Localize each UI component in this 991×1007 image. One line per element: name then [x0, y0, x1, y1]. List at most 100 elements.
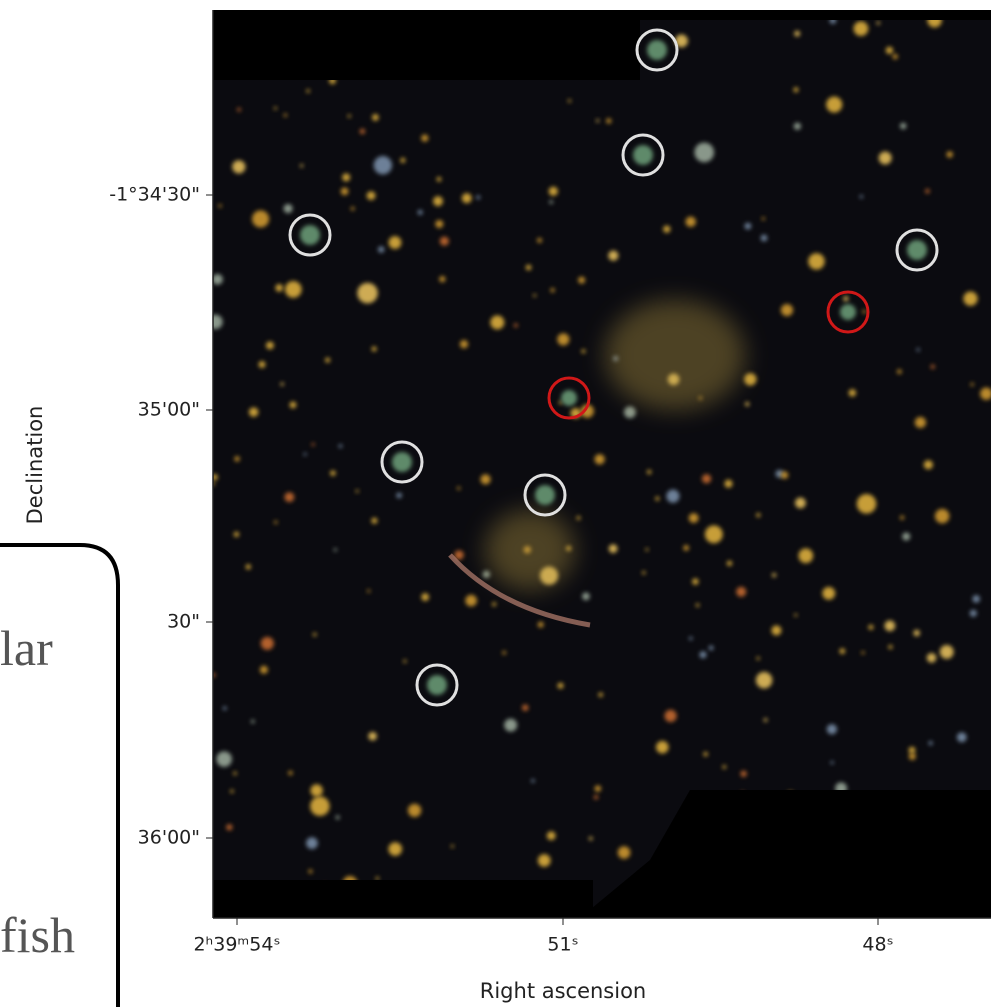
- galaxy: [666, 490, 679, 503]
- galaxy: [372, 346, 377, 351]
- galaxy: [900, 516, 904, 520]
- galaxy: [877, 21, 880, 24]
- galaxy: [886, 47, 893, 54]
- galaxy: [970, 383, 973, 386]
- x-tick-label: 2ʰ39ᵐ54ˢ: [193, 934, 280, 956]
- galaxy: [868, 625, 873, 630]
- galaxy: [440, 237, 449, 246]
- galaxy: [559, 401, 562, 404]
- galaxy: [608, 250, 618, 260]
- galaxy: [795, 497, 806, 508]
- galaxy: [533, 294, 536, 297]
- galaxy: [724, 480, 732, 488]
- galaxy: [578, 277, 585, 284]
- x-axis-label: Right ascension: [480, 979, 647, 1003]
- galaxy: [313, 633, 317, 637]
- galaxy: [794, 31, 800, 37]
- galaxy: [421, 593, 429, 601]
- galaxy: [970, 610, 977, 617]
- galaxy: [727, 561, 732, 566]
- galaxy: [929, 741, 933, 745]
- y-tick-label: 30": [167, 611, 200, 633]
- galaxy: [212, 274, 223, 285]
- galaxy: [246, 564, 251, 569]
- galaxy: [439, 276, 445, 282]
- galaxy: [757, 657, 760, 660]
- galaxy: [357, 283, 378, 304]
- galaxy: [435, 220, 443, 228]
- galaxy: [306, 89, 310, 93]
- galaxy: [237, 108, 241, 112]
- galaxy: [843, 296, 848, 301]
- galaxy: [862, 310, 866, 314]
- galaxy: [822, 587, 835, 600]
- galaxy: [284, 492, 294, 502]
- galaxy: [216, 751, 232, 767]
- galaxy-core: [907, 240, 927, 260]
- galaxy: [547, 831, 556, 840]
- galaxy: [736, 587, 746, 597]
- galaxy: [232, 160, 245, 173]
- galaxy: [596, 119, 599, 122]
- galaxy: [624, 406, 636, 418]
- galaxy: [647, 470, 651, 474]
- galaxy: [699, 651, 706, 658]
- galaxy: [348, 114, 351, 117]
- galaxy: [594, 795, 598, 799]
- y-tick-label: -1°34'30": [109, 184, 200, 206]
- galaxy: [694, 143, 714, 163]
- galaxy: [538, 854, 551, 867]
- galaxy: [913, 630, 920, 637]
- x-tick-label: 51ˢ: [547, 934, 578, 956]
- overlay-text: fish: [0, 907, 75, 963]
- galaxy: [925, 189, 930, 194]
- galaxy: [378, 246, 384, 252]
- galaxy: [549, 187, 558, 196]
- galaxy: [342, 173, 350, 181]
- galaxy: [341, 187, 349, 195]
- galaxy: [251, 720, 255, 724]
- galaxy: [557, 683, 563, 689]
- galaxy: [857, 494, 877, 514]
- galaxy: [356, 490, 359, 493]
- galaxy: [226, 824, 232, 830]
- galaxy: [595, 785, 602, 792]
- galaxy: [371, 518, 377, 524]
- galaxy: [252, 210, 269, 227]
- galaxy: [465, 595, 477, 607]
- galaxy: [537, 238, 542, 243]
- galaxy: [538, 622, 544, 628]
- galaxy: [522, 704, 528, 710]
- galaxy: [389, 236, 402, 249]
- galaxy: [902, 533, 910, 541]
- galaxy: [403, 660, 406, 663]
- galaxy: [884, 620, 895, 631]
- galaxy: [400, 158, 405, 163]
- galaxy: [492, 602, 496, 606]
- galaxy: [502, 651, 506, 655]
- galaxy: [234, 456, 239, 461]
- galaxy: [433, 196, 443, 206]
- galaxy: [879, 151, 892, 164]
- galaxy: [946, 151, 952, 157]
- galaxy: [310, 796, 330, 816]
- galaxy: [388, 842, 402, 856]
- galaxy: [808, 253, 825, 270]
- galaxy: [351, 207, 355, 211]
- galaxy: [849, 389, 857, 397]
- galaxy: [663, 226, 670, 233]
- galaxy: [374, 156, 392, 174]
- galaxy: [280, 382, 283, 385]
- galaxy: [557, 333, 569, 345]
- galaxy: [909, 747, 916, 754]
- galaxy: [218, 204, 221, 207]
- galaxy: [336, 815, 340, 819]
- galaxy: [917, 348, 920, 351]
- galaxy: [745, 223, 752, 230]
- galaxy: [861, 651, 864, 654]
- galaxy: [234, 532, 239, 537]
- galaxy: [705, 525, 723, 543]
- galaxy: [550, 288, 554, 292]
- galaxy: [931, 365, 935, 369]
- galaxy: [568, 99, 571, 102]
